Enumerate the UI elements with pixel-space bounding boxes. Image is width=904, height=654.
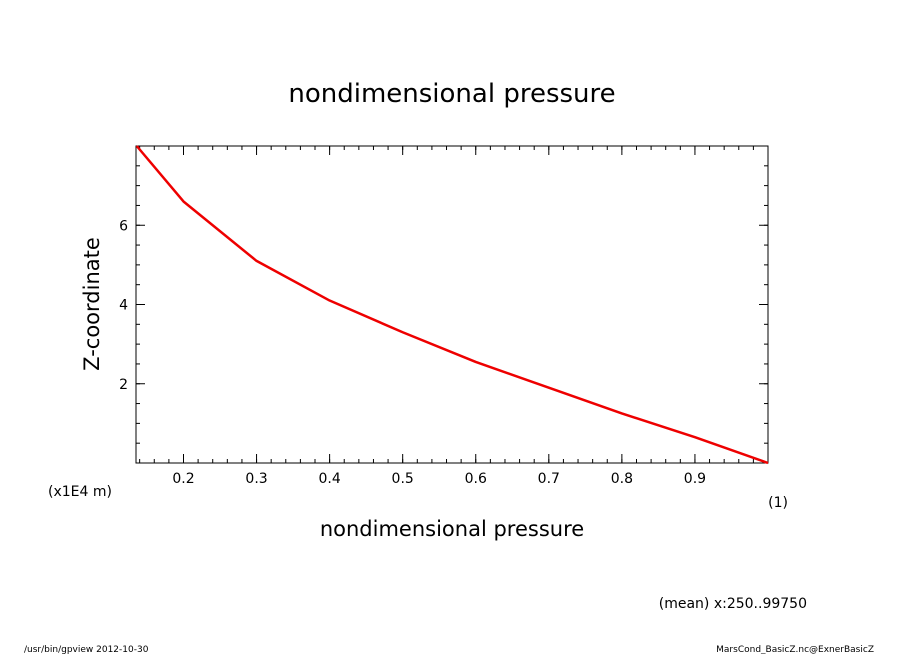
chart-title: nondimensional pressure: [288, 79, 615, 109]
x-tick-label: 0.3: [245, 471, 267, 487]
mean-annotation: (mean) x:250..99750: [659, 596, 807, 612]
x-tick-label: 0.8: [611, 471, 633, 487]
x-ticks: [139, 146, 769, 463]
x-tick-label: 0.9: [684, 471, 706, 487]
y-tick-label: 2: [119, 377, 128, 393]
plot-frame: [135, 145, 769, 464]
plot-area: [135, 145, 769, 465]
footer-right: MarsCond_BasicZ.nc@ExnerBasicZ: [716, 645, 874, 654]
x-tick-label: 0.5: [392, 471, 414, 487]
y-tick-label: 6: [119, 218, 128, 234]
y-tick-labels: 2 4 6: [119, 218, 128, 393]
x-tick-label: 0.4: [318, 471, 340, 487]
y-unit-label: (x1E4 m): [48, 484, 112, 500]
x-tick-label: 0.7: [538, 471, 560, 487]
series-group: [135, 145, 769, 465]
x-axis-label: nondimensional pressure: [320, 517, 584, 541]
footer-left: /usr/bin/gpview 2012-10-30: [24, 645, 149, 654]
x-unit-label: (1): [768, 495, 788, 511]
y-ticks: [136, 165, 768, 444]
x-tick-label: 0.2: [172, 471, 194, 487]
y-tick-label: 4: [119, 298, 128, 314]
series-line: [135, 145, 769, 465]
y-axis-label: Z-coordinate: [80, 237, 104, 371]
x-tick-label: 0.6: [465, 471, 487, 487]
x-tick-labels: 0.2 0.3 0.4 0.5 0.6 0.7 0.8 0.9: [172, 471, 706, 487]
